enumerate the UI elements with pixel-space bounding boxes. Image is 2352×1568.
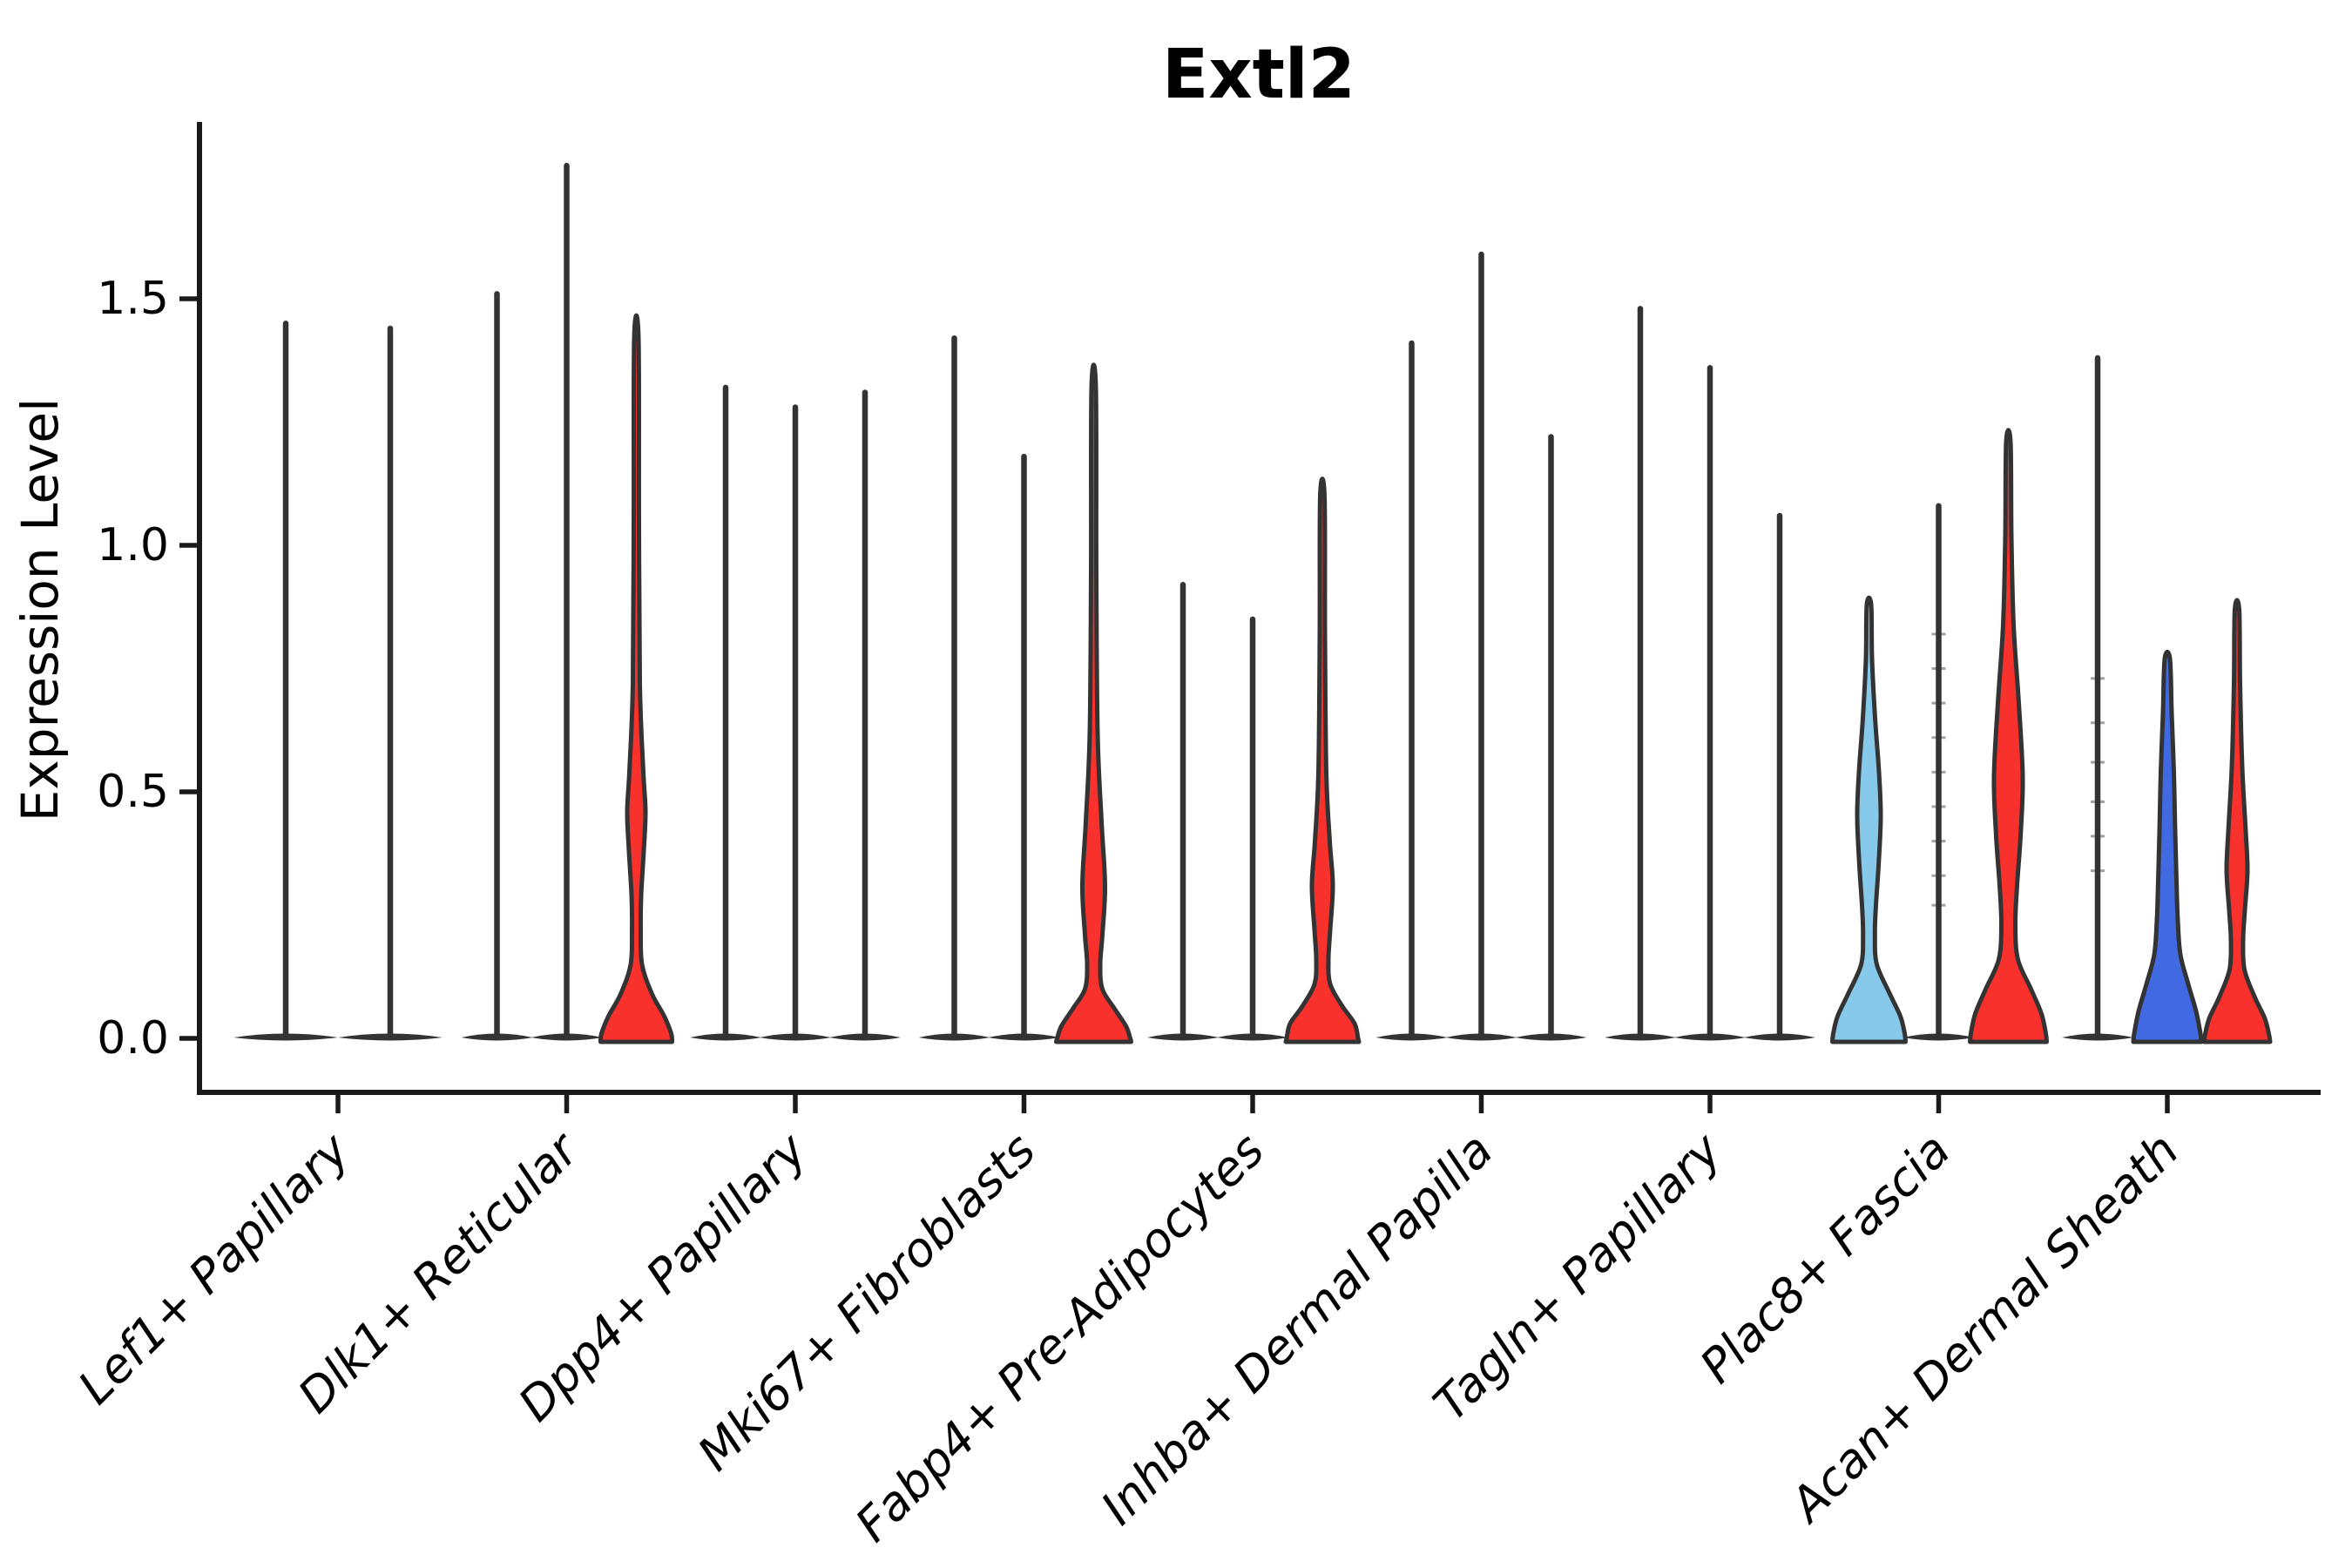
chart-title: Extl2 — [1162, 36, 1355, 114]
violin-group — [2062, 355, 2273, 1044]
violin — [1283, 476, 1362, 1044]
violin — [2201, 598, 2273, 1044]
violin-group — [918, 335, 1133, 1044]
y-tick-label: 0.0 — [97, 1012, 169, 1064]
violin — [1968, 428, 2049, 1044]
violin — [598, 313, 675, 1044]
violin-group — [690, 384, 901, 1041]
violin-group — [461, 162, 675, 1044]
violin-group — [1830, 428, 2049, 1044]
y-axis-label: Expression Level — [10, 398, 70, 821]
y-tick-label: 1.5 — [97, 273, 169, 325]
violin-group — [1605, 306, 1815, 1041]
violin-group — [1147, 476, 1362, 1044]
violin — [1054, 362, 1133, 1044]
violin — [2131, 649, 2204, 1044]
y-tick-label: 1.0 — [97, 519, 169, 571]
violin-group — [233, 321, 443, 1041]
violin-group — [1375, 251, 1587, 1041]
y-tick-label: 0.5 — [97, 766, 169, 818]
violin — [1830, 595, 1908, 1044]
